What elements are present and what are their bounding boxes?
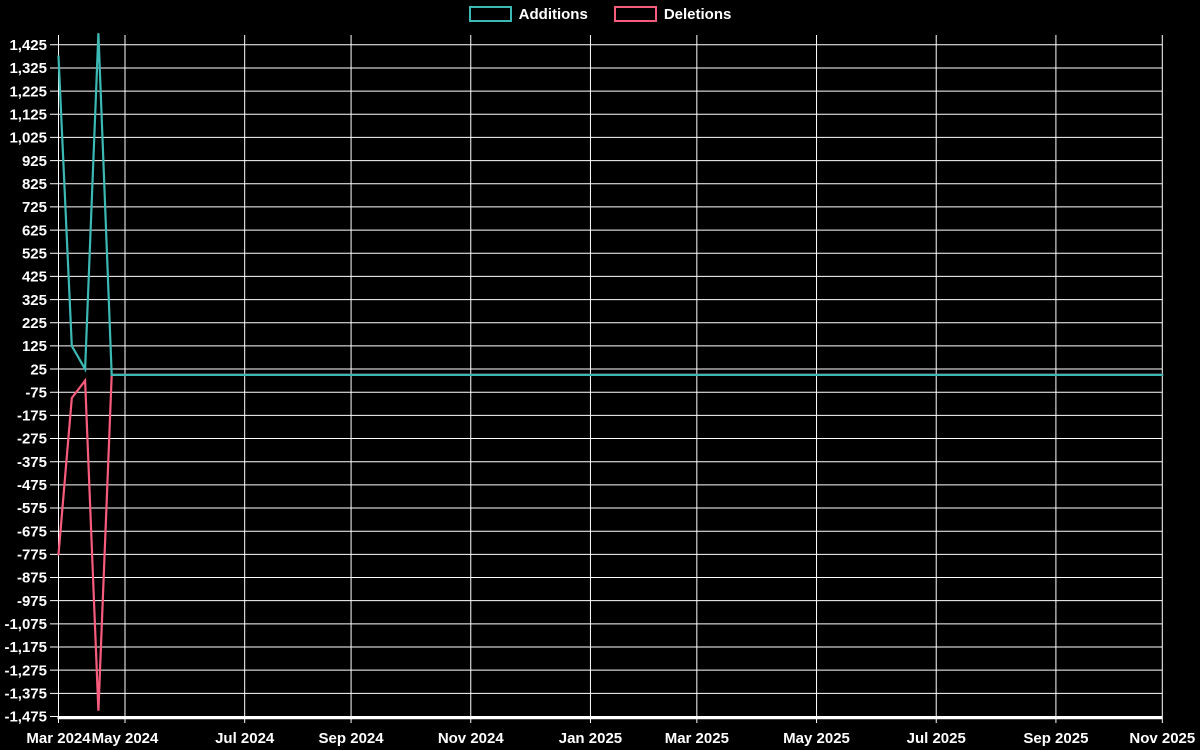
y-axis-label: -575 bbox=[17, 500, 47, 517]
x-axis-label: May 2025 bbox=[783, 730, 850, 747]
y-axis-label: -375 bbox=[17, 454, 47, 471]
x-axis-label: Mar 2024 bbox=[26, 730, 91, 747]
y-axis-label: 1,125 bbox=[9, 106, 47, 123]
y-axis-label: 725 bbox=[22, 199, 47, 216]
y-axis-label: -175 bbox=[17, 408, 47, 425]
x-axis-label: Mar 2025 bbox=[665, 730, 729, 747]
y-axis-label: -1,175 bbox=[4, 639, 47, 656]
y-axis-label: 225 bbox=[22, 315, 47, 332]
x-axis-label: Sep 2025 bbox=[1023, 730, 1088, 747]
y-axis-label: 1,025 bbox=[9, 130, 47, 147]
y-axis-label: -975 bbox=[17, 593, 47, 610]
x-axis-label: Jul 2025 bbox=[907, 730, 966, 747]
y-axis-label: -1,475 bbox=[4, 709, 47, 726]
y-axis-label: 125 bbox=[22, 338, 47, 355]
chart-legend: Additions Deletions bbox=[0, 6, 1200, 22]
y-axis-label: 625 bbox=[22, 222, 47, 239]
y-axis-label: 1,325 bbox=[9, 60, 47, 77]
x-axis-label: Nov 2025 bbox=[1129, 730, 1195, 747]
y-axis-label: 1,225 bbox=[9, 83, 47, 100]
legend-label-additions: Additions bbox=[518, 5, 588, 23]
legend-item-deletions[interactable]: Deletions bbox=[613, 5, 732, 23]
y-axis-label: -775 bbox=[17, 547, 47, 564]
legend-label-deletions: Deletions bbox=[663, 5, 732, 23]
additions-line bbox=[57, 33, 1164, 376]
y-axis-label: -1,275 bbox=[4, 662, 47, 679]
y-axis-label: -1,375 bbox=[4, 686, 47, 703]
y-axis-label: -475 bbox=[17, 477, 47, 494]
y-axis-label: -675 bbox=[17, 523, 47, 540]
y-axis-label: 925 bbox=[22, 153, 47, 170]
y-axis-label: 25 bbox=[30, 361, 47, 378]
y-axis-label: 425 bbox=[22, 269, 47, 286]
y-axis-label: -75 bbox=[25, 384, 47, 401]
y-axis-label: 1,425 bbox=[9, 37, 47, 54]
y-axis-label: -1,075 bbox=[4, 616, 47, 633]
x-axis-label: Jan 2025 bbox=[559, 730, 622, 747]
y-axis-label: 525 bbox=[22, 245, 47, 262]
x-axis-label: Sep 2024 bbox=[319, 730, 385, 747]
y-axis-label: -275 bbox=[17, 431, 47, 448]
x-axis-label: Jul 2024 bbox=[215, 730, 275, 747]
x-axis-label: Nov 2024 bbox=[438, 730, 505, 747]
deletions-line bbox=[57, 373, 1164, 711]
y-axis-label: 825 bbox=[22, 176, 47, 193]
y-axis-label: -875 bbox=[17, 570, 47, 587]
deletions-swatch-icon bbox=[613, 6, 657, 22]
y-axis-label: 325 bbox=[22, 292, 47, 309]
legend-item-additions[interactable]: Additions bbox=[468, 5, 588, 23]
additions-swatch-icon bbox=[468, 6, 512, 22]
x-axis-label: May 2024 bbox=[92, 730, 159, 747]
